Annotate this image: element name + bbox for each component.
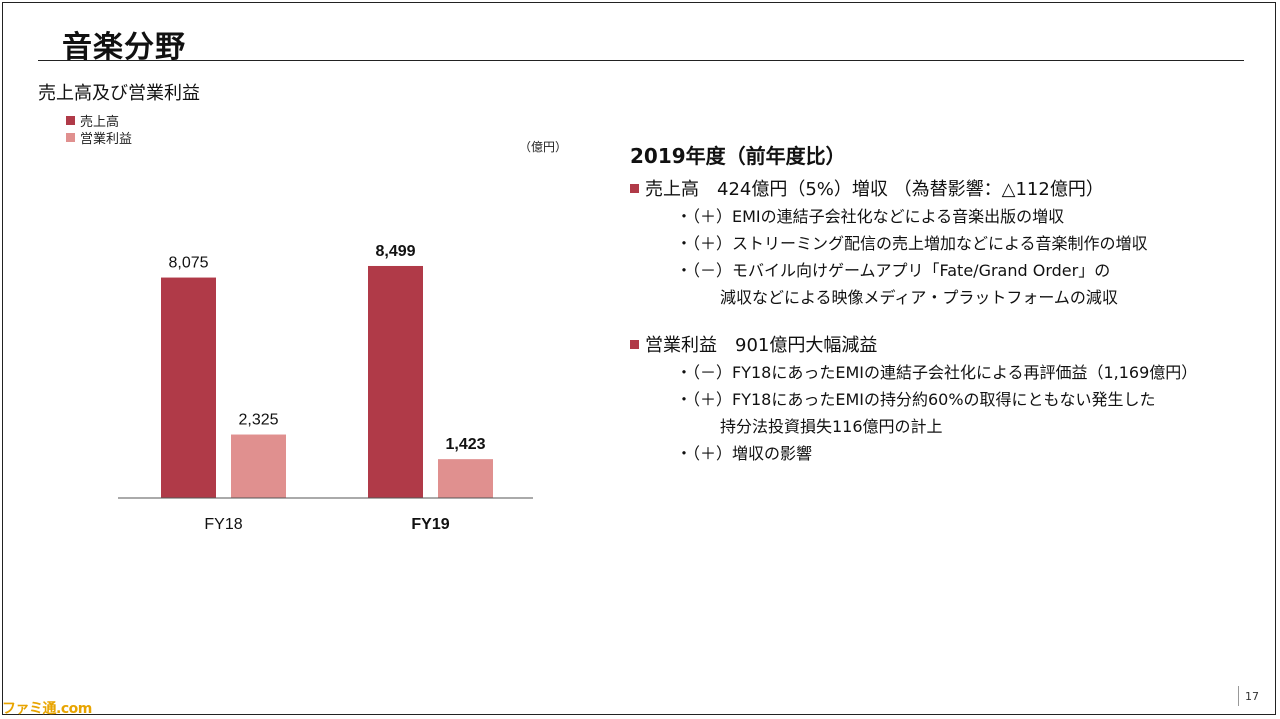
bar-fy18-sales [161,277,216,498]
page-title: 音楽分野 [62,30,186,65]
page-number-divider [1238,686,1239,706]
page-number: 17 [1245,690,1259,703]
sales-bullet: ・（＋）EMIの連結子会社化などによる音楽出版の増収 [676,207,1065,226]
title-divider [38,60,1244,61]
profit-bullet: ・（＋）FY18にあったEMIの持分約60%の取得にともない発生した [676,390,1156,409]
x-tick-label: FY19 [411,516,449,533]
square-bullet-icon [630,183,639,193]
legend-swatch-sales [66,116,75,125]
profit-section-head: 営業利益 901億円大幅減益 [630,329,1197,359]
sales-section-head: 売上高 424億円（5%）増収 （為替影響：△112億円） [630,173,1197,203]
x-tick-label: FY18 [204,516,242,533]
chart-heading: 売上高及び営業利益 [38,83,200,104]
sales-bullet: ・（＋）ストリーミング配信の売上増加などによる音楽制作の増収 [676,234,1148,253]
bar-fy19-operating-income [438,459,493,498]
legend-label-sales: 売上高 [80,115,120,130]
data-label: 8,075 [168,255,208,272]
legend-item-operating-income: 営業利益 [66,129,133,147]
bar-fy18-operating-income [231,434,286,498]
legend-label-operating-income: 営業利益 [80,132,133,147]
bar-fy19-sales [368,265,423,498]
sales-bullet-continued: 減収などによる映像メディア・プラットフォームの減収 [720,288,1118,307]
watermark-logo: ファミ通.com [2,701,92,717]
legend-item-sales: 売上高 [66,112,132,130]
sales-bullet: ・（－）モバイル向けゲームアプリ「Fate/Grand Order」の [676,261,1111,280]
year-heading: 2019年度（前年度比） [630,144,846,168]
data-label: 8,499 [375,243,415,260]
data-label: 1,423 [445,436,485,453]
sales-head-text: 売上高 424億円（5%）増収 （為替影響：△112億円） [645,179,1104,200]
profit-head-text: 営業利益 901億円大幅減益 [645,335,878,356]
unit-label: （億円） [519,140,568,154]
profit-bullet: ・（＋）増収の影響 [676,444,813,463]
legend-swatch-operating-income [66,133,75,142]
square-bullet-icon [630,339,639,349]
chart-legend: 売上高 営業利益 [66,112,133,147]
summary-panel: 2019年度（前年度比） 売上高 424億円（5%）増収 （為替影響：△112億… [630,140,1197,467]
profit-bullet-continued: 持分法投資損失116億円の計上 [720,417,943,436]
data-label: 2,325 [238,412,278,429]
profit-bullet: ・（－）FY18にあったEMIの連結子会社化による再評価益（1,169億円） [676,363,1198,382]
bar-chart: 8,075 2,325 FY18 8,499 1,423 FY19 [118,243,533,533]
